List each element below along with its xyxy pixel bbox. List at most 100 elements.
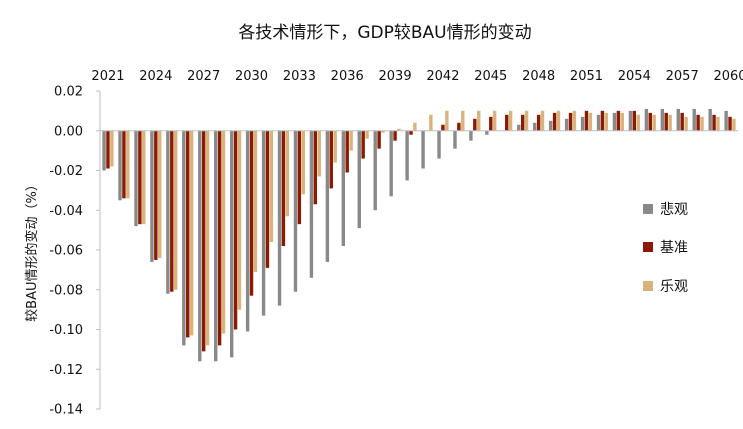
bar	[110, 130, 114, 167]
x-tick-label: 2021	[91, 69, 124, 84]
bar	[245, 130, 250, 332]
y-tick-label: -0.02	[49, 164, 83, 179]
bar	[317, 130, 321, 177]
bar	[393, 130, 397, 141]
bar	[229, 130, 234, 358]
bar	[620, 112, 624, 131]
x-tick-label: 2027	[187, 69, 220, 84]
legend-item: 乐观	[643, 279, 688, 295]
bar	[664, 112, 668, 131]
bar	[409, 130, 413, 135]
x-tick-label: 2033	[283, 69, 316, 84]
bar	[297, 130, 302, 225]
x-tick-label: 2048	[522, 69, 555, 84]
bar	[712, 114, 716, 131]
bar	[357, 130, 361, 229]
bar	[676, 108, 680, 131]
x-tick-label: 2051	[570, 69, 603, 84]
bar	[536, 114, 541, 131]
bar	[700, 116, 704, 131]
bar	[201, 130, 206, 352]
bar	[186, 130, 190, 338]
bar	[600, 110, 605, 131]
bar	[680, 112, 684, 131]
bar	[182, 130, 186, 346]
bar	[377, 130, 381, 149]
bar	[405, 130, 409, 181]
y-tick-label: -0.08	[49, 283, 83, 298]
bar	[189, 130, 194, 336]
bar	[301, 130, 305, 195]
legend-item: 悲观	[643, 201, 688, 218]
bar	[166, 130, 170, 294]
bar	[205, 130, 210, 346]
bar	[429, 114, 433, 131]
bar	[329, 130, 333, 189]
bar	[548, 120, 553, 131]
x-tick-label: 2024	[139, 69, 172, 84]
bar	[413, 122, 417, 131]
bar	[636, 114, 640, 131]
bar	[122, 130, 126, 199]
x-tick-label: 2042	[426, 69, 459, 84]
bar	[293, 130, 298, 292]
bar	[102, 130, 106, 171]
bar	[652, 114, 656, 131]
bar	[533, 122, 537, 131]
bar	[728, 116, 732, 131]
x-tick-label: 2039	[379, 69, 412, 84]
x-tick-label: 2045	[474, 69, 507, 84]
bar	[253, 130, 258, 272]
bar	[696, 114, 700, 131]
bar	[158, 130, 162, 258]
x-tick-labels: 2021 2024 2027 2030 2033 2036 2039 2042 2045 2048…	[91, 69, 743, 84]
bar	[508, 110, 513, 131]
y-tick-marks	[96, 90, 100, 410]
legend-label: 基准	[660, 239, 688, 256]
bar	[118, 130, 122, 201]
bar	[668, 114, 672, 131]
bar	[261, 130, 266, 316]
bar	[632, 110, 637, 131]
y-tick-labels: 0.02 0.00 -0.02 -0.04 -0.06 -0.08 -0.10 -0.12 -0…	[49, 85, 83, 418]
bar	[277, 130, 282, 306]
x-tick-label: 2036	[331, 69, 364, 84]
bar	[134, 130, 138, 227]
bar	[489, 116, 493, 131]
bar	[469, 130, 473, 141]
bar	[660, 108, 665, 131]
bar	[596, 114, 601, 131]
y-axis-label: 较BAU情形的变动（%）	[24, 178, 40, 322]
bar	[333, 130, 337, 163]
x-tick-label: 2054	[618, 69, 651, 84]
bar	[461, 110, 465, 131]
bar	[198, 130, 202, 362]
bar	[612, 112, 617, 131]
bar	[154, 130, 158, 260]
bar	[453, 130, 457, 149]
x-tick-label: 2057	[666, 69, 699, 84]
bar	[265, 130, 270, 268]
bar	[389, 130, 393, 197]
bar	[505, 114, 509, 131]
bar	[365, 130, 369, 139]
bar	[441, 124, 445, 131]
series-3	[110, 110, 736, 346]
bar	[269, 130, 274, 243]
bar	[572, 110, 577, 131]
bar	[520, 114, 525, 131]
bar	[237, 130, 242, 310]
bar	[361, 130, 365, 159]
bar	[217, 130, 222, 346]
bar	[716, 116, 720, 131]
bar	[692, 108, 696, 131]
y-tick-label: -0.12	[49, 363, 83, 378]
bar	[437, 130, 441, 159]
bar	[281, 130, 286, 247]
y-tick-label: 0.02	[54, 85, 83, 100]
bar	[397, 128, 401, 131]
legend-label: 乐观	[660, 279, 688, 295]
y-tick-label: -0.14	[49, 403, 83, 418]
bar	[684, 116, 688, 131]
